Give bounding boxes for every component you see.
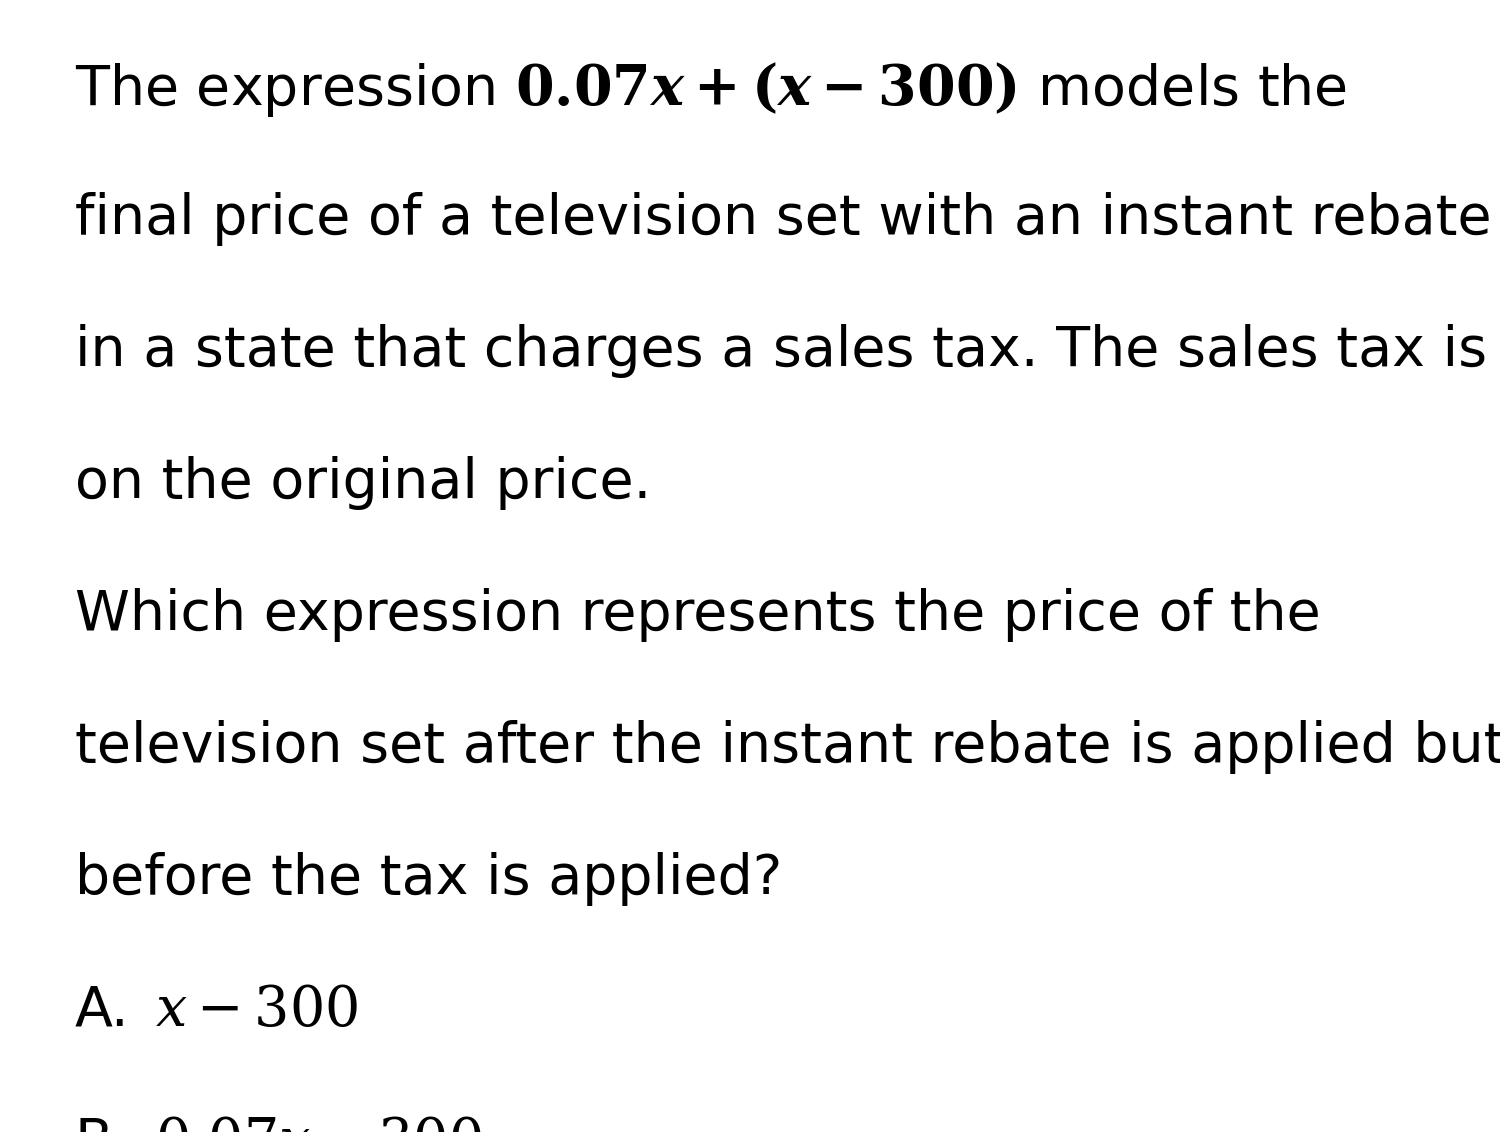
Text: $0.07x - 300$: $0.07x - 300$ (154, 1116, 482, 1132)
Text: television set after the instant rebate is applied but: television set after the instant rebate … (75, 720, 1500, 774)
Text: in a state that charges a sales tax. The sales tax is: in a state that charges a sales tax. The… (75, 324, 1486, 378)
Text: A.: A. (75, 984, 129, 1038)
Text: B.: B. (75, 1116, 130, 1132)
Text: final price of a television set with an instant rebate: final price of a television set with an … (75, 192, 1491, 246)
Text: The expression $\boldsymbol{0.07x + (x - 300)}$ models the: The expression $\boldsymbol{0.07x + (x -… (75, 60, 1347, 119)
Text: on the original price.: on the original price. (75, 456, 651, 511)
Text: Which expression represents the price of the: Which expression represents the price of… (75, 588, 1320, 642)
Text: $x - 300$: $x - 300$ (154, 984, 358, 1038)
Text: before the tax is applied?: before the tax is applied? (75, 852, 783, 906)
